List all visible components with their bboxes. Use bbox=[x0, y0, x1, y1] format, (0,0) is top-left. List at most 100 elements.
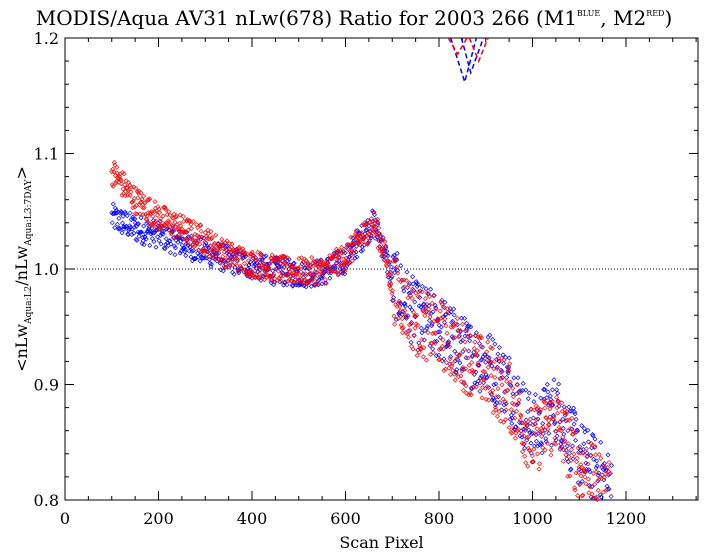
data-point bbox=[128, 189, 134, 195]
data-point bbox=[112, 173, 118, 179]
data-point bbox=[295, 265, 301, 271]
data-point bbox=[556, 381, 562, 387]
data-point bbox=[508, 382, 514, 388]
data-point bbox=[363, 227, 369, 233]
data-point bbox=[161, 223, 167, 229]
data-point bbox=[127, 210, 133, 216]
data-point bbox=[596, 451, 602, 457]
data-point bbox=[597, 492, 603, 498]
data-point bbox=[131, 184, 137, 190]
data-point bbox=[351, 250, 357, 256]
data-point bbox=[399, 316, 405, 322]
data-point bbox=[506, 355, 512, 361]
data-point bbox=[587, 469, 593, 475]
data-point bbox=[481, 377, 487, 383]
data-point bbox=[193, 242, 199, 248]
data-point bbox=[445, 309, 451, 315]
data-point bbox=[523, 421, 529, 427]
data-point bbox=[420, 354, 426, 360]
data-point bbox=[589, 491, 595, 497]
data-point bbox=[579, 423, 585, 429]
data-point bbox=[455, 374, 461, 380]
data-point bbox=[450, 335, 456, 341]
data-point bbox=[133, 185, 139, 191]
data-point bbox=[138, 229, 144, 235]
data-point bbox=[446, 310, 452, 316]
data-point bbox=[365, 217, 371, 223]
data-point bbox=[323, 280, 329, 286]
data-point bbox=[163, 241, 169, 247]
data-point bbox=[197, 258, 203, 264]
data-point bbox=[490, 387, 496, 393]
data-point bbox=[146, 197, 152, 203]
data-point bbox=[134, 237, 140, 243]
dashed-line bbox=[460, 37, 485, 76]
data-point bbox=[333, 269, 339, 275]
data-point bbox=[535, 416, 541, 422]
data-point bbox=[143, 236, 149, 242]
data-point bbox=[173, 223, 179, 229]
data-point bbox=[528, 406, 534, 412]
data-point bbox=[494, 364, 500, 370]
data-point bbox=[127, 223, 133, 229]
data-point bbox=[593, 452, 599, 458]
data-point bbox=[161, 245, 167, 251]
data-point bbox=[297, 264, 303, 270]
data-point bbox=[223, 264, 229, 270]
data-point bbox=[201, 255, 207, 261]
data-point bbox=[458, 339, 464, 345]
data-point bbox=[408, 321, 414, 327]
data-point bbox=[537, 461, 543, 467]
data-point bbox=[286, 256, 292, 262]
data-point bbox=[542, 386, 548, 392]
data-point bbox=[141, 193, 147, 199]
data-point bbox=[266, 265, 272, 271]
data-point bbox=[585, 476, 591, 482]
data-point bbox=[410, 281, 416, 287]
data-point bbox=[411, 287, 417, 293]
data-point bbox=[400, 308, 406, 314]
data-point bbox=[198, 222, 204, 228]
data-point bbox=[312, 269, 318, 275]
data-point bbox=[275, 255, 281, 261]
data-point bbox=[283, 260, 289, 266]
data-point bbox=[458, 373, 464, 379]
data-point bbox=[480, 368, 486, 374]
data-point bbox=[303, 273, 309, 279]
data-point bbox=[328, 270, 334, 276]
data-point bbox=[473, 384, 479, 390]
data-point bbox=[217, 260, 223, 266]
data-point bbox=[516, 426, 522, 432]
data-point bbox=[500, 352, 506, 358]
data-point bbox=[303, 284, 309, 290]
data-point bbox=[119, 209, 125, 215]
data-point bbox=[188, 221, 194, 227]
data-point bbox=[301, 277, 307, 283]
data-point bbox=[336, 249, 342, 255]
data-point bbox=[547, 406, 553, 412]
data-point bbox=[592, 436, 598, 442]
data-point bbox=[561, 447, 567, 453]
data-point bbox=[393, 317, 399, 323]
data-point bbox=[602, 471, 608, 477]
data-point bbox=[360, 238, 366, 244]
data-point bbox=[590, 432, 596, 437]
data-point bbox=[332, 268, 338, 274]
data-point bbox=[472, 380, 478, 386]
data-point bbox=[217, 245, 223, 251]
data-point bbox=[464, 390, 470, 396]
data-point bbox=[433, 330, 439, 336]
data-point bbox=[117, 176, 123, 182]
y-axis-segment: /nLw bbox=[12, 245, 31, 285]
data-point bbox=[397, 303, 403, 309]
data-point bbox=[402, 303, 408, 309]
data-point bbox=[497, 345, 502, 351]
data-point bbox=[484, 349, 490, 355]
data-point bbox=[407, 304, 413, 310]
data-point bbox=[151, 208, 157, 214]
data-point bbox=[402, 308, 408, 314]
x-tick-label: 600 bbox=[330, 509, 361, 528]
data-point bbox=[226, 264, 232, 270]
data-point bbox=[476, 341, 482, 347]
data-point bbox=[555, 390, 561, 396]
